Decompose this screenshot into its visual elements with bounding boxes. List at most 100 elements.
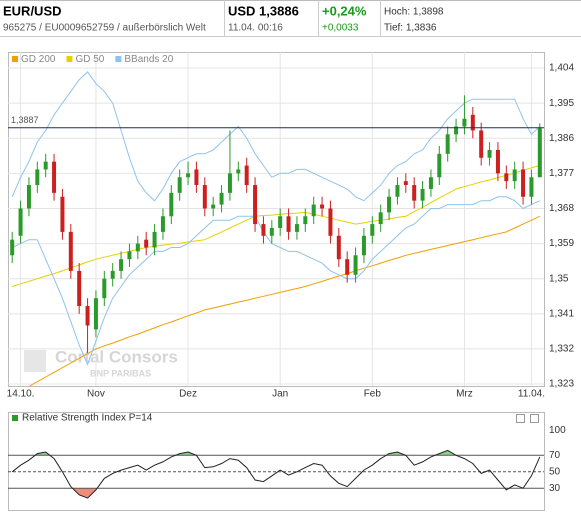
candle-body [194, 169, 199, 186]
panel-button[interactable] [516, 414, 525, 423]
plot-area [8, 52, 544, 386]
x-tick-label: Mrz [456, 389, 473, 400]
candle-body [428, 177, 433, 189]
x-tick-label: Dez [179, 389, 197, 400]
high: Hoch: 1,3898 [384, 7, 444, 18]
y-tick-label: 70 [549, 450, 561, 461]
low: Tief: 1,3836 [384, 23, 437, 34]
candle-body [244, 165, 249, 186]
candle-body [445, 134, 450, 154]
candle-body [52, 161, 57, 193]
y-tick-label: 1,341 [549, 308, 574, 319]
candle-body [512, 169, 517, 182]
y-tick-label: 1,368 [549, 203, 574, 214]
legend-label: BBands 20 [124, 54, 173, 65]
candle-body [412, 185, 417, 201]
candle-body [77, 270, 82, 307]
candle-body [286, 216, 291, 232]
change-abs: +0,0033 [322, 23, 359, 34]
candle-body [311, 204, 316, 217]
candle-body [537, 128, 542, 178]
y-tick-label: 1,35 [549, 273, 569, 284]
candle-body [152, 231, 157, 248]
candle-body [43, 161, 48, 170]
candle-body [462, 118, 467, 127]
candle-body [102, 278, 107, 299]
candle-body [18, 208, 23, 236]
band-upper [11, 71, 541, 202]
y-tick-label: 1,404 [549, 63, 574, 74]
candle-body [336, 235, 341, 260]
candle-body [387, 196, 392, 213]
candle-body [269, 227, 274, 236]
candle-body [454, 126, 459, 135]
candle-body [261, 224, 266, 236]
rsi-line [11, 449, 541, 499]
rsi-icon [12, 415, 18, 421]
candle-body [420, 188, 425, 201]
candle-body [135, 243, 140, 252]
candle-body [227, 173, 232, 193]
candle-body [529, 177, 534, 197]
candle-body [26, 185, 31, 209]
y-tick-label: 30 [549, 483, 561, 494]
candle-body [403, 181, 408, 186]
candle-body [160, 216, 165, 232]
rsi-frame [8, 412, 545, 511]
x-tick-label: Nov [87, 389, 105, 400]
y-tick-label: 50 [549, 466, 561, 477]
candle-body [202, 185, 207, 209]
band-lower [11, 196, 541, 366]
candle-body [278, 216, 283, 228]
candle-body [479, 130, 484, 158]
candle-body [361, 235, 366, 256]
plot-frame [8, 52, 545, 387]
rsi-title: Relative Strength Index P=14 [22, 413, 153, 424]
x-tick-label: 14.10. [7, 389, 35, 400]
candle-body [177, 177, 182, 193]
candle-body [211, 204, 216, 209]
x-tick-label: Feb [364, 389, 382, 400]
candle-body [370, 224, 375, 236]
candle-body [521, 169, 526, 197]
legend-swatch [115, 56, 122, 62]
candle-body [85, 306, 90, 326]
legend-swatch [66, 56, 73, 62]
instrument-name: EUR/USD [3, 3, 62, 18]
indicator-line [28, 215, 541, 386]
candle-body [495, 149, 500, 174]
candle-body [169, 192, 174, 217]
x-tick-label: 11.04. [518, 389, 545, 400]
time: 11.04. 00:16 [228, 23, 283, 34]
instrument-ids: 965275 / EU0009652759 / außerbörslich We… [3, 23, 206, 34]
y-tick-label: 1,323 [549, 379, 574, 390]
candle-body [219, 192, 224, 205]
candle-body [93, 298, 98, 330]
price: USD 1,3886 [228, 3, 299, 18]
candle-body [253, 185, 258, 225]
y-tick-label: 1,395 [549, 98, 574, 109]
candle-body [236, 169, 241, 174]
candle-body [10, 239, 15, 256]
candle-body [504, 173, 509, 182]
watermark-sub: BNP PARIBAS [90, 368, 151, 378]
candle-body [110, 270, 115, 279]
y-tick-label: 1,332 [549, 344, 574, 355]
candle-body [437, 153, 442, 178]
candle-body [303, 216, 308, 225]
legend-label: GD 200 [21, 54, 56, 65]
candle-body [68, 231, 73, 271]
candle-body [144, 239, 149, 248]
reference-label: 1,3887 [11, 115, 39, 125]
candle-body [470, 114, 475, 131]
candle-body [294, 224, 299, 232]
y-tick-label: 1,377 [549, 168, 574, 179]
x-tick-label: Jan [272, 389, 288, 400]
candle-body [127, 251, 132, 260]
change-pct: +0,24% [322, 3, 367, 18]
indicator-line [12, 165, 540, 287]
panel-button[interactable] [530, 414, 539, 423]
watermark: Cortal Consors [55, 347, 178, 366]
